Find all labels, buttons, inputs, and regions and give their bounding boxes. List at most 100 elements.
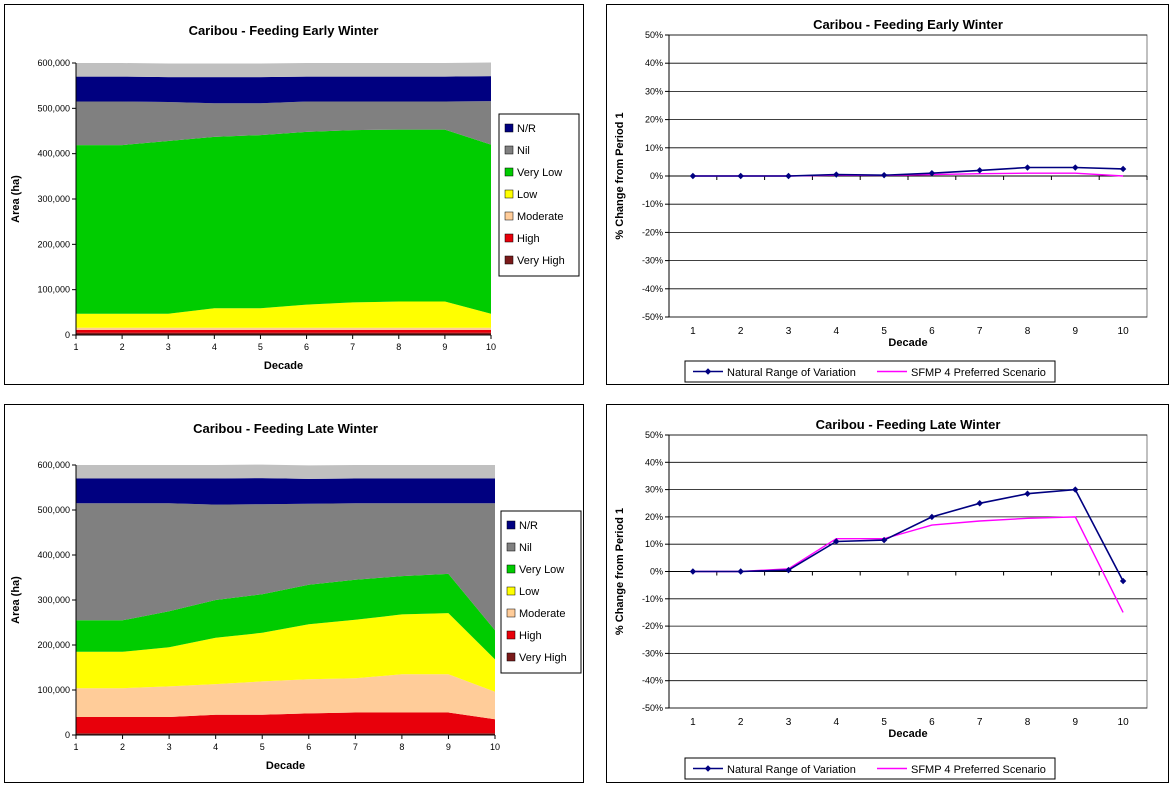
legend-marker-swatch bbox=[704, 368, 712, 375]
legend-swatch bbox=[504, 255, 514, 265]
chart-title: Caribou - Feeding Early Winter bbox=[189, 23, 379, 38]
x-tick-label: 3 bbox=[786, 717, 792, 728]
x-tick-label: 10 bbox=[486, 342, 496, 352]
data-point-marker bbox=[785, 172, 792, 180]
y-tick-label: 10% bbox=[645, 539, 663, 549]
data-point-marker bbox=[737, 568, 744, 575]
x-tick-label: 1 bbox=[73, 742, 78, 752]
y-axis-title: % Change from Period 1 bbox=[614, 508, 626, 635]
x-axis-title: Decade bbox=[266, 760, 305, 772]
y-tick-label: -30% bbox=[642, 256, 663, 266]
data-point-marker bbox=[1024, 490, 1031, 497]
y-tick-label: -40% bbox=[642, 284, 663, 294]
y-tick-label: 0% bbox=[650, 567, 663, 577]
legend-label: Nil bbox=[517, 145, 530, 157]
legend-swatch bbox=[504, 123, 514, 133]
legend-box bbox=[684, 757, 1056, 780]
legend-label: Very High bbox=[517, 255, 565, 267]
legend-swatch bbox=[504, 145, 514, 155]
area-series-high bbox=[76, 330, 491, 333]
x-tick-label: 6 bbox=[929, 326, 935, 337]
x-tick-label: 10 bbox=[1118, 717, 1130, 728]
x-tick-label: 2 bbox=[120, 342, 125, 352]
title-background bbox=[790, 16, 1026, 33]
legend-label: N/R bbox=[517, 123, 536, 135]
data-point-marker bbox=[785, 566, 792, 574]
legend-label: Very High bbox=[519, 652, 567, 664]
x-tick-label: 5 bbox=[881, 717, 887, 728]
y-tick-label: 50% bbox=[645, 430, 663, 440]
x-tick-label: 9 bbox=[446, 742, 451, 752]
area-chart-late-winter-panel: Caribou - Feeding Late Winter 0 100,000 200… bbox=[4, 404, 584, 783]
legend-label: Moderate bbox=[517, 211, 563, 223]
y-tick-label: 0% bbox=[650, 171, 663, 181]
x-tick-label: 4 bbox=[213, 742, 218, 752]
y-axis-title: % Change from Period 1 bbox=[614, 112, 626, 239]
x-tick-label: 4 bbox=[212, 342, 217, 352]
y-tick-label: 200,000 bbox=[37, 239, 70, 249]
y-tick-label: -30% bbox=[642, 648, 663, 658]
x-tick-label: 7 bbox=[977, 717, 983, 728]
area-series-low bbox=[76, 301, 491, 328]
area-series-very-low bbox=[76, 129, 491, 314]
y-tick-label: -20% bbox=[642, 621, 663, 631]
legend-marker-swatch bbox=[704, 765, 712, 772]
series-line-natural-range-of-variation bbox=[692, 488, 1124, 582]
legend-swatch bbox=[504, 167, 514, 177]
chart-title: Caribou - Feeding Late Winter bbox=[816, 417, 1001, 432]
y-tick-label: 400,000 bbox=[37, 550, 70, 560]
legend-label: Natural Range of Variation bbox=[727, 367, 856, 379]
y-tick-label: 100,000 bbox=[37, 285, 70, 295]
area-series-unrated-grey bbox=[76, 62, 491, 78]
line-chart-early-winter-panel: -50% -40% -30% -20% -10% 0% 10% 20% 30% 40% 50% 1 2 3… bbox=[606, 4, 1169, 385]
y-tick-label: 100,000 bbox=[37, 685, 70, 695]
x-tick-label: 3 bbox=[167, 742, 172, 752]
y-tick-label: 300,000 bbox=[37, 194, 70, 204]
y-tick-label: 400,000 bbox=[37, 149, 70, 159]
line-chart-late-winter: -50% -40% -30% -20% -10% 0% 10% 20% 30% 40% 50% 1 2 3… bbox=[614, 416, 1148, 780]
legend-label: Moderate bbox=[519, 608, 565, 620]
y-tick-label: 500,000 bbox=[37, 103, 70, 113]
y-tick-label: -50% bbox=[642, 703, 663, 713]
y-tick-label: 50% bbox=[645, 30, 663, 40]
legend-swatch bbox=[506, 586, 516, 596]
area-series-very-low bbox=[76, 573, 495, 660]
chart-title: Caribou - Feeding Early Winter bbox=[813, 17, 1003, 32]
y-tick-label: -40% bbox=[642, 676, 663, 686]
legend-label: Nil bbox=[519, 542, 532, 554]
area-series-moderate bbox=[76, 674, 495, 720]
x-tick-label: 1 bbox=[690, 717, 696, 728]
legend-box bbox=[684, 360, 1056, 383]
area-series-unrated-grey bbox=[76, 464, 495, 479]
legend-label: N/R bbox=[519, 520, 538, 532]
legend-swatch bbox=[506, 608, 516, 618]
data-point-marker bbox=[1024, 164, 1031, 171]
legend-label: Low bbox=[519, 586, 539, 598]
x-tick-label: 7 bbox=[350, 342, 355, 352]
x-tick-label: 6 bbox=[306, 742, 311, 752]
legend-label: Low bbox=[517, 189, 537, 201]
x-tick-label: 6 bbox=[304, 342, 309, 352]
area-chart-early-winter: Caribou - Feeding Early Winter 0 100,000 20… bbox=[10, 23, 580, 372]
y-tick-label: 30% bbox=[645, 86, 663, 96]
y-tick-label: 0 bbox=[65, 730, 70, 740]
y-tick-label: -10% bbox=[642, 594, 663, 604]
y-tick-label: 40% bbox=[645, 457, 663, 467]
y-tick-label: 30% bbox=[645, 485, 663, 495]
legend-label: Natural Range of Variation bbox=[727, 764, 856, 776]
y-axis-title: Area (ha) bbox=[10, 175, 22, 223]
legend-label: Very Low bbox=[519, 564, 564, 576]
x-tick-label: 1 bbox=[73, 342, 78, 352]
y-tick-label: 0 bbox=[65, 330, 70, 340]
x-tick-label: 8 bbox=[1025, 717, 1031, 728]
legend-swatch bbox=[506, 630, 516, 640]
x-axis-title: Decade bbox=[888, 337, 927, 349]
legend-swatch bbox=[506, 652, 516, 662]
x-tick-label: 2 bbox=[738, 326, 744, 337]
line-chart-late-winter-panel: -50% -40% -30% -20% -10% 0% 10% 20% 30% 40% 50% 1 2 3… bbox=[606, 404, 1169, 783]
area-series-nil bbox=[76, 503, 495, 631]
x-tick-label: 8 bbox=[399, 742, 404, 752]
x-tick-label: 7 bbox=[353, 742, 358, 752]
x-tick-label: 3 bbox=[786, 326, 792, 337]
area-series-n-r bbox=[76, 76, 491, 104]
